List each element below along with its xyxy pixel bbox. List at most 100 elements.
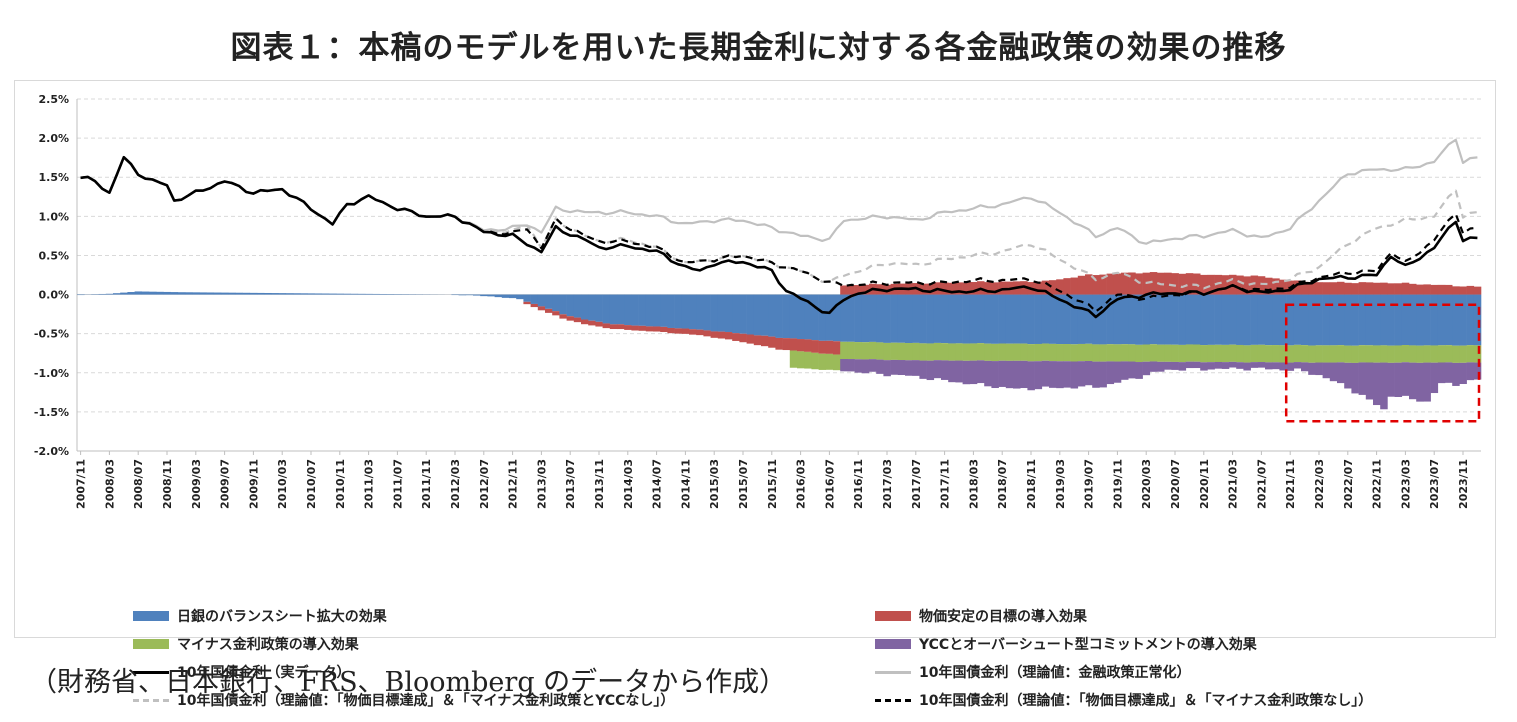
bar-bs <box>516 294 524 300</box>
bar-bs <box>105 293 114 295</box>
bar-bs <box>660 294 668 327</box>
bar-bs <box>1265 294 1273 346</box>
legend-label-theory-no-neg-ycc: 10年国債金利（理論値：「物価目標達成」＆「マイナス金利政策とYCCなし」） <box>177 693 675 709</box>
bar-price <box>1423 284 1431 295</box>
bar-ycc <box>969 360 978 385</box>
bar-ycc <box>1394 362 1403 397</box>
bar-bs <box>919 294 927 344</box>
bar-price <box>609 324 618 330</box>
bar-bs <box>1092 294 1100 345</box>
bar-negative-rate <box>1445 345 1453 363</box>
bar-price <box>1214 274 1223 295</box>
x-tick-label: 2021/11 <box>1284 459 1297 509</box>
bar-bs <box>365 293 373 295</box>
bar-ycc <box>1128 361 1136 379</box>
highlight-box <box>1284 303 1481 423</box>
bar-price <box>1365 282 1374 295</box>
bar-bs <box>725 294 733 333</box>
bar-bs <box>1243 294 1251 346</box>
bar-price <box>1200 274 1208 295</box>
bar-price <box>926 283 935 295</box>
bar-negative-rate <box>1099 344 1107 362</box>
x-tick-label: 2020/11 <box>1198 459 1211 509</box>
bar-price <box>818 340 827 354</box>
bar-bs <box>141 291 150 295</box>
x-tick-label: 2009/07 <box>219 459 232 509</box>
bar-ycc <box>1329 362 1338 382</box>
bar-ycc <box>1416 362 1424 402</box>
bar-ycc <box>1409 362 1417 400</box>
bar-price <box>689 329 697 335</box>
x-tick-label: 2011/07 <box>391 459 404 509</box>
bar-bs <box>804 294 812 340</box>
bar-negative-rate <box>1013 343 1021 361</box>
bar-bs <box>487 294 495 297</box>
bar-negative-rate <box>1430 345 1439 363</box>
bar-negative-rate <box>1373 345 1381 363</box>
bar-bs <box>1106 294 1115 345</box>
bar-bs <box>1178 294 1187 345</box>
bar-bs <box>185 292 193 295</box>
bar-bs <box>1034 294 1043 344</box>
bar-price <box>1394 283 1403 295</box>
bar-price <box>1236 275 1244 295</box>
bar-price <box>1466 285 1475 295</box>
bar-price <box>1279 279 1287 295</box>
bar-bs <box>905 294 913 344</box>
bar-price <box>804 339 812 352</box>
bar-negative-rate <box>1049 343 1057 362</box>
bar-negative-rate <box>1142 344 1151 362</box>
bar-bs <box>357 293 366 295</box>
bar-negative-rate <box>1041 343 1050 361</box>
bar-price <box>732 333 740 341</box>
bar-bs <box>235 292 243 295</box>
bar-bs <box>163 291 171 295</box>
bar-bs <box>631 294 639 326</box>
bar-ycc <box>998 360 1007 387</box>
bar-bs <box>1142 294 1151 345</box>
bar-price <box>588 320 596 326</box>
chart-frame: 2.5% 2.0% 1.5% 1.0% 0.5% 0.0% -0.5% -1.0% -1.5% -… <box>14 80 1496 709</box>
bar-ycc <box>1401 362 1410 396</box>
bar-negative-rate <box>1243 345 1251 363</box>
bar-negative-rate <box>1178 344 1187 363</box>
bar-bs <box>689 294 697 330</box>
bar-price <box>1409 283 1417 295</box>
x-tick-label: 2008/07 <box>132 459 145 509</box>
bar-bs <box>199 292 207 295</box>
bar-negative-rate <box>840 341 848 360</box>
bar-negative-rate <box>1394 345 1403 363</box>
x-tick-label: 2014/03 <box>622 459 635 509</box>
chart-title: 図表１：本稿のモデルを用いた長期金利に対する各金融政策の効果の推移 <box>230 30 1287 66</box>
x-tick-label: 2018/03 <box>967 459 980 509</box>
legend-item-negative-rate: マイナス金利政策の導入効果 <box>133 633 359 655</box>
x-tick-label: 2022/07 <box>1342 459 1355 509</box>
bar-bs <box>595 294 603 322</box>
bar-ycc <box>948 360 956 383</box>
bar-ycc <box>1286 362 1295 371</box>
bar-bs <box>1027 294 1035 345</box>
bar-bs <box>1005 294 1014 344</box>
bar-price <box>545 308 553 313</box>
bar-ycc <box>1135 362 1143 379</box>
bar-price <box>523 301 531 305</box>
bar-ycc <box>854 359 863 373</box>
source-note: （財務省、日本銀行、FRS、Bloomberg のデータから作成） <box>30 667 787 698</box>
bar-bs <box>177 292 186 295</box>
legend-label-ycc: YCCとオーバーシュート型コミットメントの導入効果 <box>919 637 1257 653</box>
bar-bs <box>782 294 791 339</box>
bar-price <box>768 336 776 348</box>
x-tick-label: 2013/11 <box>593 459 606 509</box>
x-tick-label: 2012/07 <box>478 459 491 509</box>
line-normalized <box>80 138 1478 245</box>
bar-ycc <box>897 360 906 376</box>
bar-bs <box>1279 294 1287 346</box>
bar-bs <box>1315 294 1323 346</box>
bar-price <box>1322 282 1331 295</box>
bar-negative-rate <box>1121 344 1129 362</box>
bar-price <box>638 325 647 331</box>
bar-bs <box>624 294 632 326</box>
bar-price <box>1070 277 1079 295</box>
bar-price <box>919 283 927 295</box>
bar-bs <box>1257 294 1266 345</box>
